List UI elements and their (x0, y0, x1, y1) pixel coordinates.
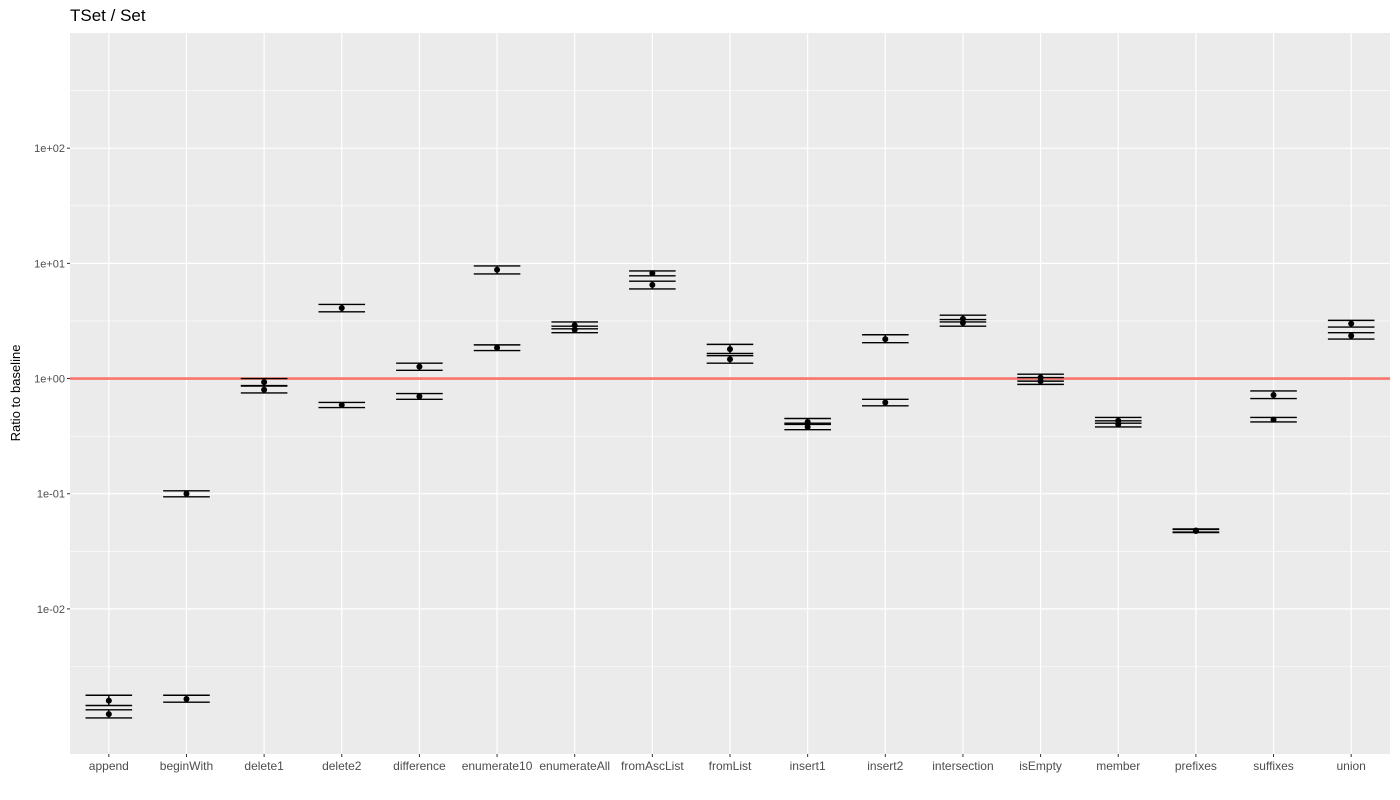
y-axis: 1e-02 1e-01 1e+00 1e+01 1e+02 (34, 143, 70, 616)
data-point (1270, 391, 1277, 398)
data-point (959, 319, 966, 326)
data-point (183, 490, 190, 497)
x-tick-label: union (1336, 759, 1365, 773)
data-point (649, 281, 656, 288)
x-tick-label: enumerate10 (462, 759, 533, 773)
x-tick-label: prefixes (1175, 759, 1217, 773)
data-point (416, 363, 423, 370)
data-point (183, 696, 190, 703)
data-point (882, 399, 889, 406)
y-tick-label: 1e-02 (37, 604, 65, 616)
y-axis-title: Ratio to baseline (8, 345, 23, 442)
x-tick-label: beginWith (160, 759, 213, 773)
data-point (1348, 320, 1355, 327)
x-tick-label: delete2 (322, 759, 362, 773)
x-tick-label: member (1096, 759, 1140, 773)
data-point (727, 346, 733, 353)
x-tick-label: fromAscList (621, 759, 684, 773)
x-tick-label: delete1 (244, 759, 284, 773)
x-tick-label: insert1 (790, 759, 826, 773)
data-point (1270, 416, 1277, 423)
x-tick-label: append (89, 759, 129, 773)
data-point (727, 356, 733, 363)
data-point (804, 423, 811, 430)
chart-title: TSet / Set (70, 6, 146, 25)
data-point (1348, 332, 1355, 339)
x-tick-label: intersection (932, 759, 993, 773)
y-tick-label: 1e+00 (34, 374, 65, 386)
data-point (105, 711, 112, 718)
data-point (338, 401, 345, 408)
data-point (571, 326, 578, 333)
data-point (261, 379, 268, 386)
data-point (338, 304, 345, 311)
data-point (494, 344, 501, 351)
data-point (882, 336, 889, 343)
data-point (416, 393, 423, 400)
data-point (649, 270, 656, 277)
data-point (105, 697, 112, 704)
data-point (571, 322, 578, 329)
y-tick-label: 1e-01 (37, 489, 65, 501)
x-tick-label: isEmpty (1019, 759, 1062, 773)
data-point (1192, 527, 1199, 534)
data-point (1115, 421, 1122, 428)
x-tick-label: difference (393, 759, 446, 773)
data-point (494, 266, 501, 273)
data-points (105, 266, 1355, 718)
x-tick-label: fromList (709, 759, 752, 773)
data-point (1037, 378, 1044, 385)
x-tick-label: insert2 (867, 759, 903, 773)
x-tick-label: suffixes (1253, 759, 1293, 773)
y-tick-label: 1e+01 (34, 258, 65, 270)
data-point (804, 418, 811, 425)
x-axis: append beginWith delete1 delete2 difference e… (89, 754, 1366, 773)
data-point (261, 386, 268, 393)
x-tick-label: enumerateAll (539, 759, 610, 773)
y-tick-label: 1e+02 (34, 143, 65, 155)
